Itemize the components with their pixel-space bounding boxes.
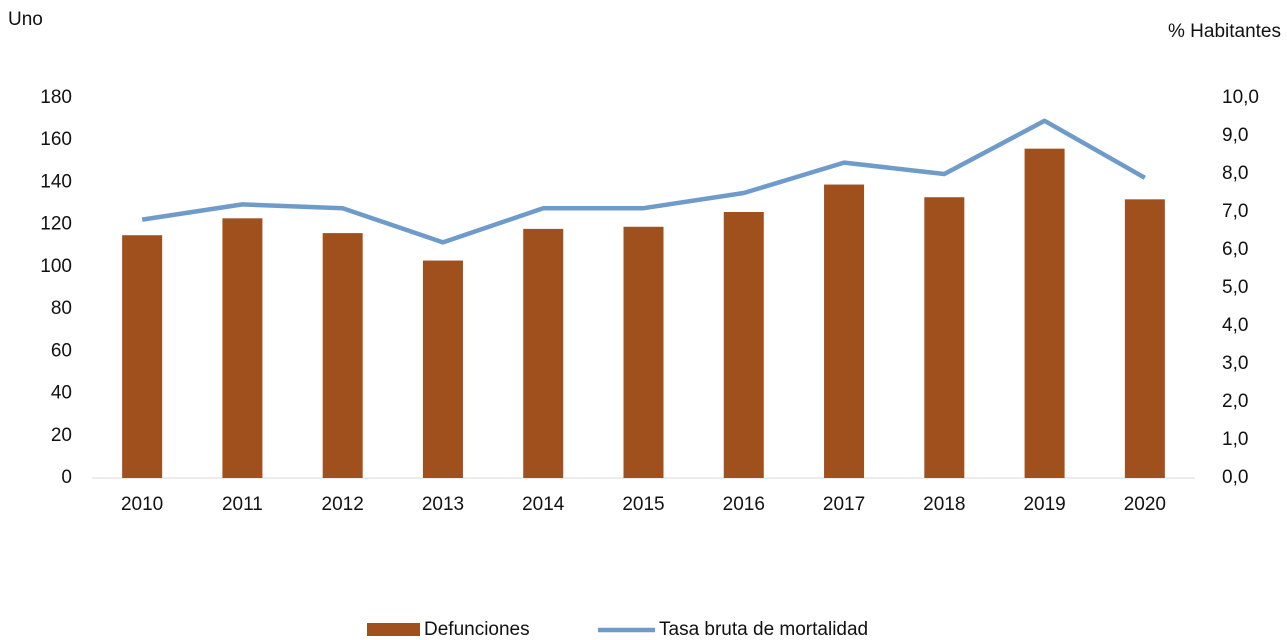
- line: [141, 118, 1146, 245]
- y2-tick-label: 1,0: [1222, 429, 1248, 450]
- bar: [824, 184, 865, 479]
- bar: [924, 197, 965, 478]
- bar: [1024, 148, 1065, 478]
- y-tick-label: 60: [51, 340, 72, 361]
- y2-tick-label: 7,0: [1222, 201, 1248, 222]
- x-tick-label: 2010: [121, 494, 163, 515]
- bar: [723, 212, 764, 478]
- legend-swatch: [367, 623, 420, 636]
- bar: [422, 260, 463, 478]
- x-tick-label: 2017: [823, 494, 865, 515]
- y-tick-label: 80: [51, 298, 72, 319]
- bar: [1124, 199, 1165, 479]
- y-tick-label: 100: [40, 256, 72, 277]
- bar: [523, 228, 564, 478]
- y-tick-label: 160: [40, 129, 72, 150]
- x-tick-label: 2014: [522, 494, 565, 515]
- legend-label: Defunciones: [424, 619, 530, 640]
- x-tick-label: 2013: [422, 494, 464, 515]
- y2-tick-label: 9,0: [1222, 125, 1248, 146]
- y2-axis-label: % Habitantes: [1168, 21, 1281, 42]
- y2-tick-label: 2,0: [1222, 391, 1248, 412]
- y2-tick-label: 5,0: [1222, 277, 1248, 298]
- x-tick-label: 2015: [622, 494, 664, 515]
- y-tick-label: 0: [61, 467, 72, 488]
- x-tick-label: 2018: [923, 494, 965, 515]
- y-axis-label: Uno: [8, 9, 43, 30]
- bar: [222, 218, 263, 479]
- x-tick-label: 2019: [1023, 494, 1065, 515]
- x-tick-label: 2020: [1124, 494, 1166, 515]
- y-tick-label: 140: [40, 171, 72, 192]
- x-tick-label: 2012: [322, 494, 364, 515]
- y-tick-label: 40: [51, 383, 72, 404]
- x-tick-label: 2016: [723, 494, 765, 515]
- y2-tick-label: 8,0: [1222, 163, 1248, 184]
- y-tick-label: 120: [40, 214, 72, 235]
- bar: [623, 226, 664, 478]
- y2-tick-label: 6,0: [1222, 239, 1248, 260]
- y2-tick-label: 0,0: [1222, 467, 1248, 488]
- bar: [322, 233, 363, 478]
- y2-tick-label: 4,0: [1222, 315, 1248, 336]
- y-tick-label: 180: [40, 87, 72, 108]
- bar: [122, 235, 163, 478]
- y2-tick-label: 3,0: [1222, 353, 1248, 374]
- y-tick-label: 20: [51, 425, 72, 446]
- y2-tick-label: 10,0: [1222, 87, 1259, 108]
- x-tick-label: 2011: [222, 494, 263, 515]
- legend-label: Tasa bruta de mortalidad: [659, 619, 868, 640]
